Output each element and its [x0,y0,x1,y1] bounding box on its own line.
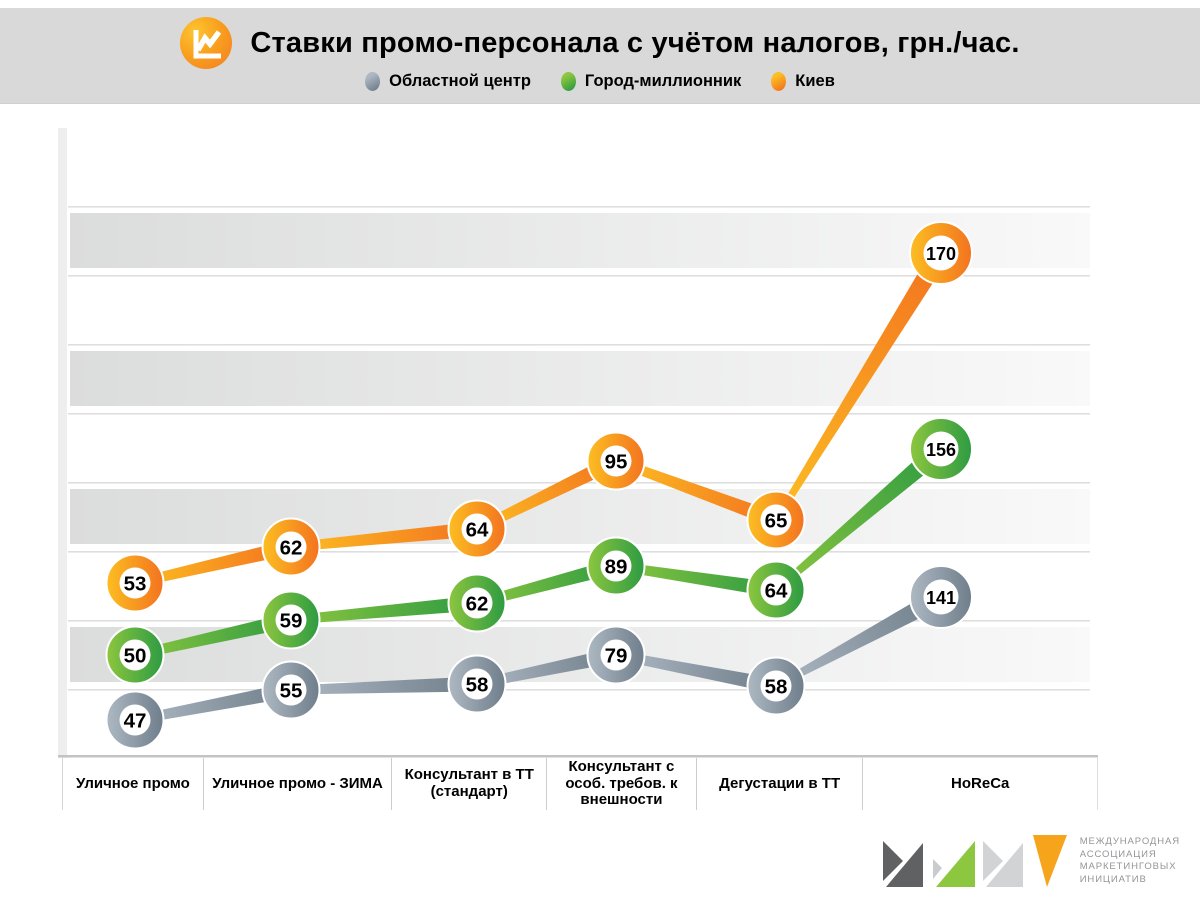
series-0: 47 55 58 79 58 141 [105,565,973,750]
series-1-segment-0 [134,612,293,660]
marker-value: 58 [765,676,788,699]
series-0-segment-4 [774,588,946,689]
marker-0-1: 55 [261,660,321,720]
page-title: Ставки промо-персонала с учётом налогов,… [250,26,1020,59]
legend: Областной центр Город-миллионник Киев [0,72,1200,91]
series-1-segment-3 [615,561,778,598]
gridline-3 [68,413,1090,415]
mami-logo-text-line: МАРКЕТИНГОВЫХ [1079,861,1177,873]
series-0-segment-1 [290,676,478,695]
category-label-4: Дегустации в ТТ [695,758,863,810]
series-0-segment-2 [476,647,618,689]
marker-value: 58 [466,674,489,697]
marker-value: 62 [280,537,303,560]
marker-1-5: 156 [909,417,973,481]
gridline-5 [68,551,1090,553]
grid-band-2 [70,489,1090,544]
legend-dot-icon [560,72,576,91]
category-label-3: Консультант с особ. требов. к внешности [546,758,696,810]
mami-logo-text-line: МЕЖДУНАРОДНАЯ [1079,836,1180,847]
marker-value: 64 [765,580,788,603]
marker-1-2: 62 [447,573,507,633]
legend-item-1: Город-миллионник [560,72,742,91]
series-1-segment-2 [475,558,618,608]
mami-logo: МЕЖДУНАРОДНАЯ АССОЦИАЦИЯ МАРКЕТИНГОВЫХ ИНИЦ… [882,833,1180,889]
y-axis-line [58,128,67,758]
mami-logo-glyphs [882,835,1067,887]
series-2-segment-4 [773,248,950,522]
title-row: Ставки промо-персонала с учётом налогов,… [0,16,1200,70]
series-2-segment-3 [614,456,779,528]
marker-2-1: 62 [261,517,321,577]
mami-logo-text-line: ИНИЦИАТИВ [1079,873,1147,885]
marker-value: 64 [466,519,489,542]
series-1: 50 59 62 89 64 156 [105,417,973,685]
marker-value: 53 [124,573,147,596]
category-axis: Уличное промо Уличное промо - ЗИМА Консуль… [62,758,1098,810]
category-label-2: Консультант в ТТ (стандарт) [391,758,546,810]
gridline-6 [68,620,1090,622]
series-2-segment-1 [290,521,478,552]
grid-band-1 [70,351,1090,406]
marker-2-0: 53 [105,553,165,613]
marker-value: 59 [280,610,303,633]
legend-dot-icon [771,72,787,91]
category-label-1: Уличное промо - ЗИМА [202,758,392,810]
marker-value: 50 [124,645,147,668]
series-0-segment-0 [134,682,293,725]
legend-label: Областной центр [389,72,531,90]
x-axis-line [58,755,1098,758]
marker-value: 156 [926,440,956,460]
marker-2-2: 64 [447,499,507,559]
series-1-segment-1 [290,595,478,625]
marker-1-4: 64 [746,560,806,620]
marker-1-3: 89 [586,536,646,596]
marker-0-5: 141 [909,565,973,629]
marker-value: 47 [124,710,147,733]
mami-logo-text: МЕЖДУНАРОДНАЯ АССОЦИАЦИЯ МАРКЕТИНГОВЫХ ИНИЦ… [1080,833,1180,886]
marker-2-4: 65 [746,490,806,550]
marker-value: 79 [605,645,628,668]
marker-0-3: 79 [586,625,646,685]
marker-value: 62 [466,593,489,616]
series-2: 53 62 64 95 65 170 [105,221,973,613]
header-band: Ставки промо-персонала с учётом налогов,… [0,8,1200,104]
marker-1-1: 59 [261,590,321,650]
marker-0-0: 47 [105,690,165,750]
legend-label: Киев [795,72,835,90]
category-label-0: Уличное промо [75,774,190,792]
marker-value: 170 [926,244,956,264]
marker-1-0: 50 [105,625,165,685]
legend-item-2: Киев [771,72,835,91]
series-1-segment-4 [774,441,948,593]
marker-2-5: 170 [909,221,973,285]
legend-label: Город-миллионник [584,72,742,90]
series-2-segment-0 [133,539,293,588]
chart-logo-icon [180,17,233,69]
series-2-segment-2 [475,454,620,534]
legend-dot-icon [365,72,381,91]
gridline-7 [68,689,1090,691]
gridline-0 [68,206,1090,208]
series-0-segment-3 [615,650,778,694]
mami-logo-text-line: АССОЦИАЦИЯ [1079,848,1157,860]
marker-2-3: 95 [586,431,646,491]
marker-0-2: 58 [447,654,507,714]
marker-value: 89 [605,556,628,579]
marker-value: 95 [605,451,628,474]
category-label-5: HoReCa [862,758,1097,810]
gridline-1 [68,275,1090,277]
marker-0-4: 58 [746,656,806,716]
marker-value: 141 [926,588,956,608]
legend-item-0: Областной центр [365,72,531,91]
gridline-2 [68,344,1090,346]
marker-value: 65 [765,510,788,533]
marker-value: 55 [280,680,303,703]
